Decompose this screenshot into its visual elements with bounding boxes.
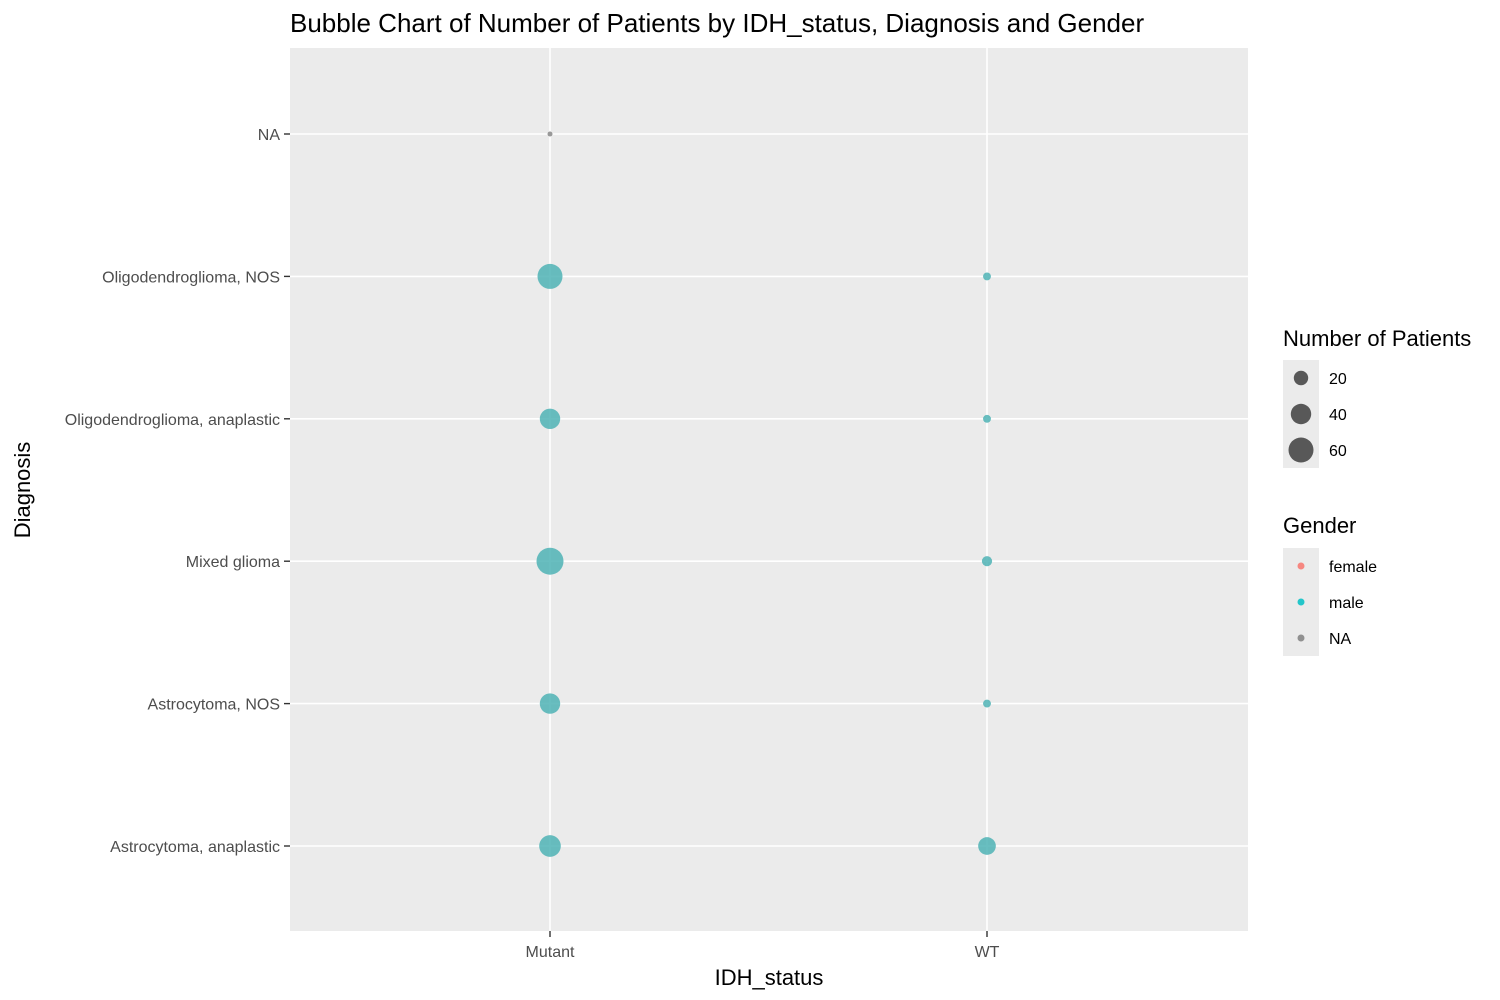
size-legend-circle bbox=[1288, 437, 1314, 463]
size-legend: 20 40 60 bbox=[1283, 360, 1347, 468]
bubble-layer bbox=[536, 131, 996, 857]
color-legend-label: female bbox=[1329, 559, 1377, 576]
bubble-point bbox=[983, 699, 991, 708]
size-legend-label: 40 bbox=[1329, 407, 1347, 424]
size-legend-circle bbox=[1290, 403, 1312, 425]
chart-title: Bubble Chart of Number of Patients by ID… bbox=[290, 8, 1144, 38]
x-tick-label: WT bbox=[975, 944, 1000, 961]
color-legend-title: Gender bbox=[1283, 513, 1356, 538]
x-axis-ticks: Mutant WT bbox=[526, 931, 1000, 961]
color-legend-label: NA bbox=[1329, 631, 1352, 648]
y-tick-label: Astrocytoma, anaplastic bbox=[110, 839, 280, 856]
bubble-point bbox=[983, 414, 991, 423]
color-legend: female male NA bbox=[1283, 548, 1377, 656]
color-legend-dot bbox=[1297, 562, 1305, 570]
size-legend-label: 60 bbox=[1329, 443, 1347, 460]
bubble-point bbox=[539, 835, 561, 857]
bubble-point bbox=[978, 837, 996, 855]
size-legend-label: 20 bbox=[1329, 371, 1347, 388]
size-legend-title: Number of Patients bbox=[1283, 326, 1471, 351]
y-axis-ticks: Astrocytoma, anaplastic Astrocytoma, NOS M… bbox=[65, 127, 290, 856]
y-tick-label: NA bbox=[258, 127, 281, 144]
bubble-point bbox=[539, 408, 561, 430]
bubble-point bbox=[539, 693, 561, 714]
y-tick-label: Astrocytoma, NOS bbox=[148, 697, 280, 714]
y-tick-label: Oligodendroglioma, anaplastic bbox=[65, 412, 280, 429]
y-tick-label: Mixed glioma bbox=[186, 554, 280, 571]
plot-panel bbox=[290, 48, 1248, 931]
bubble-point bbox=[983, 272, 991, 281]
bubble-point bbox=[537, 263, 563, 289]
bubble-point bbox=[536, 547, 564, 575]
x-tick-label: Mutant bbox=[526, 944, 575, 961]
x-axis-title: IDH_status bbox=[715, 965, 824, 990]
color-legend-label: male bbox=[1329, 595, 1364, 612]
bubble-point bbox=[981, 556, 993, 567]
y-axis-title: Diagnosis bbox=[10, 442, 35, 539]
color-legend-dot bbox=[1297, 634, 1305, 642]
y-tick-label: Oligodendroglioma, NOS bbox=[102, 269, 280, 286]
color-legend-dot bbox=[1297, 598, 1305, 606]
grid-lines bbox=[290, 48, 1248, 931]
bubble-point bbox=[547, 131, 553, 137]
size-legend-circle bbox=[1293, 370, 1309, 386]
